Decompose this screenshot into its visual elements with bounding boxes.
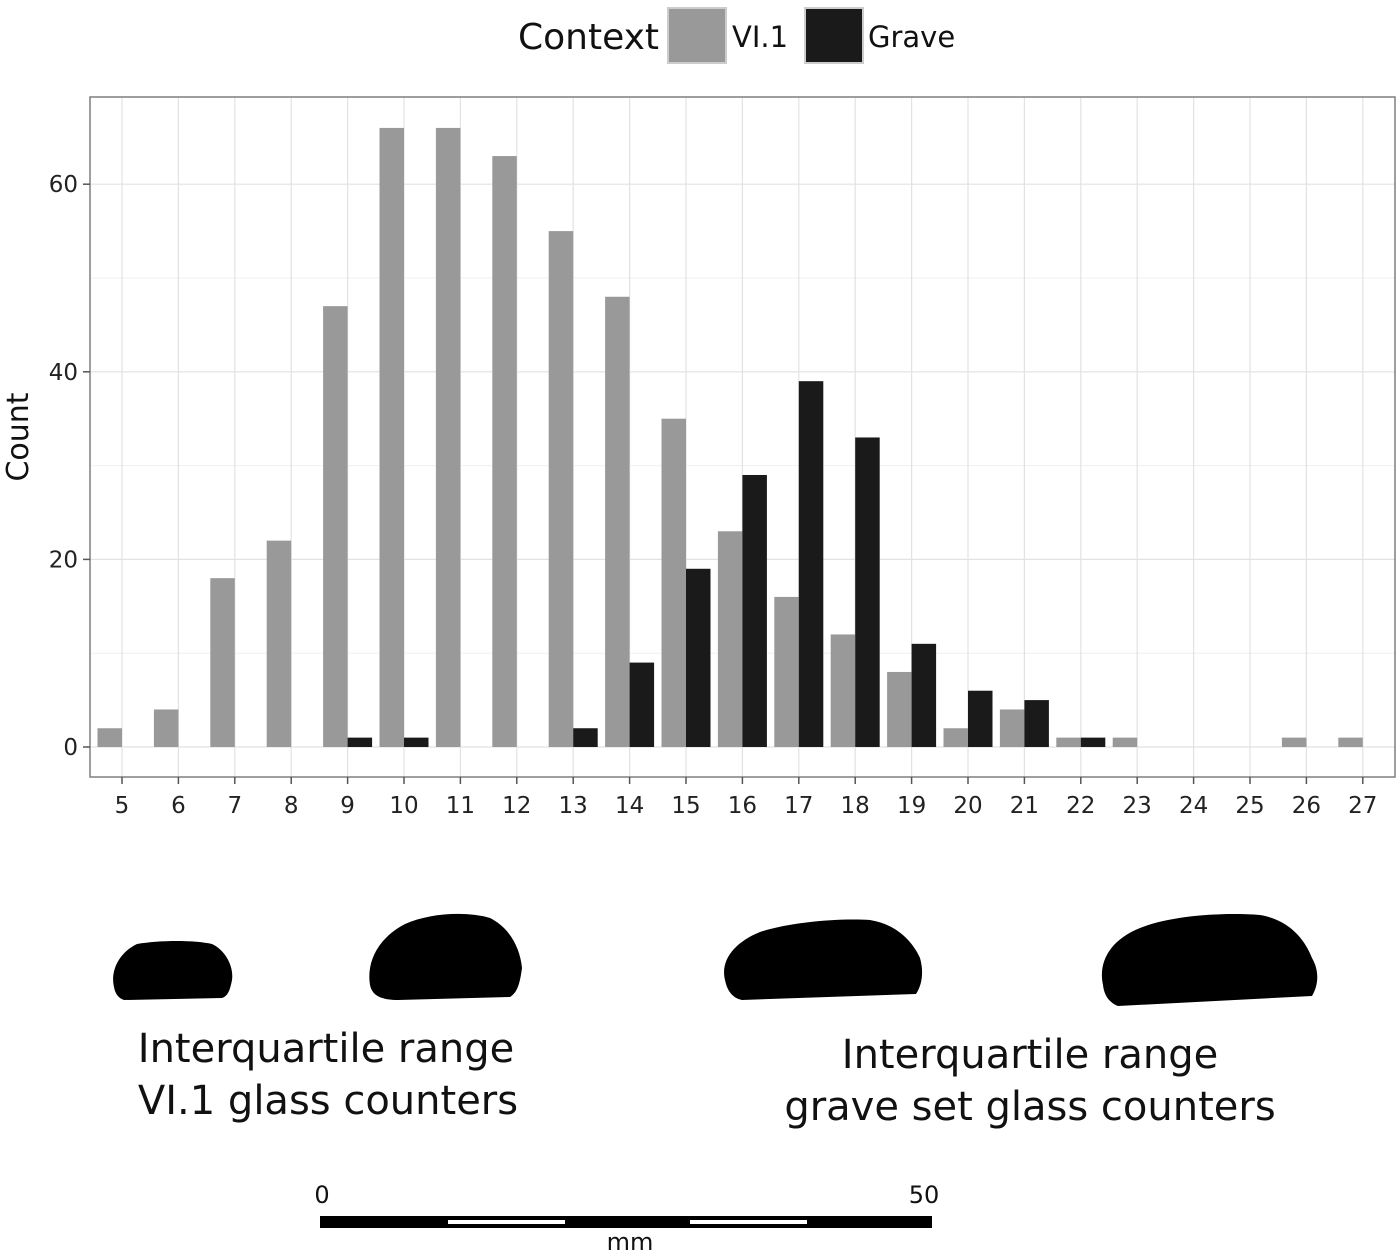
y-axis: 0 20 40 60 [49, 172, 90, 761]
bar-grave-16 [742, 474, 767, 747]
scale-bar-end-label: 50 [909, 1181, 940, 1209]
counter-silhouette-vi1-large [369, 913, 522, 1000]
caption-right: Interquartile range grave set glass coun… [784, 1032, 1275, 1130]
plot-panel: 5 6 7 8 9 10 11 12 13 14 15 16 17 18 19 20 21 22 23 24 25 26 2… [1, 96, 1396, 819]
caption-right-line2: grave set glass counters [784, 1084, 1275, 1130]
scale-bar-segment-light-1 [448, 1220, 565, 1224]
bar-vi1-22 [1056, 737, 1081, 747]
scale-bar-start-label: 0 [314, 1181, 329, 1209]
caption-right-line1: Interquartile range [842, 1032, 1218, 1078]
caption-left-line1: Interquartile range [138, 1026, 514, 1072]
x-tick-label: 16 [728, 793, 757, 819]
scale-bar-body [320, 1216, 932, 1228]
legend-title: Context [518, 17, 659, 58]
x-axis: 5 6 7 8 9 10 11 12 13 14 15 16 17 18 19 20 21 22 23 24 25 26 2… [115, 777, 1377, 819]
bar-grave-9 [347, 737, 373, 747]
bar-vi1-17 [774, 596, 799, 747]
x-tick-label: 13 [559, 793, 588, 819]
x-tick-label: 14 [615, 793, 644, 819]
y-tick-label: 60 [49, 172, 78, 198]
y-tick-label: 20 [49, 547, 78, 573]
bar-vi1-26 [1281, 737, 1307, 747]
x-tick-label: 25 [1235, 793, 1264, 819]
bar-grave-15 [686, 568, 711, 747]
bar-vi1-18 [830, 634, 856, 747]
x-tick-label: 19 [897, 793, 926, 819]
bar-vi1-20 [943, 728, 968, 747]
legend: Context VI.1 Grave [518, 7, 955, 64]
x-tick-label: 10 [389, 793, 418, 819]
bar-vi1-23 [1112, 737, 1138, 747]
x-tick-label: 11 [446, 793, 475, 819]
bar-vi1-13 [548, 231, 574, 748]
x-tick-label: 6 [171, 793, 186, 819]
x-tick-label: 8 [284, 793, 299, 819]
x-tick-label: 20 [953, 793, 982, 819]
bar-vi1-5 [97, 728, 122, 747]
bar-grave-14 [629, 662, 655, 747]
x-tick-label: 23 [1123, 793, 1152, 819]
bar-grave-22 [1080, 737, 1106, 747]
x-tick-label: 12 [502, 793, 531, 819]
bar-vi1-15 [661, 418, 686, 747]
x-tick-label: 18 [841, 793, 870, 819]
x-tick-label: 26 [1292, 793, 1321, 819]
scale-bar: 0 50 mm [314, 1181, 939, 1255]
bar-grave-10 [404, 737, 429, 747]
bar-vi1-11 [435, 127, 461, 748]
counter-silhouette-grave-small [724, 919, 923, 1000]
caption-left: Interquartile range VI.1 glass counters [138, 1026, 518, 1124]
x-tick-label: 9 [340, 793, 355, 819]
counter-silhouettes [113, 913, 1318, 1006]
scale-bar-segment-light-2 [690, 1220, 807, 1224]
x-tick-label: 7 [227, 793, 242, 819]
caption-left-line2: VI.1 glass counters [138, 1078, 518, 1124]
x-tick-label: 27 [1348, 793, 1377, 819]
counter-silhouette-grave-large [1101, 914, 1318, 1006]
bar-vi1-16 [717, 531, 743, 747]
counter-silhouette-vi1-small [113, 941, 233, 1000]
x-tick-label: 21 [1010, 793, 1039, 819]
bar-vi1-19 [887, 671, 912, 747]
bar-vi1-8 [266, 540, 292, 747]
legend-key-grave [804, 7, 864, 64]
bar-vi1-10 [379, 127, 404, 748]
y-axis-title: Count [1, 392, 36, 481]
bar-vi1-9 [323, 306, 348, 747]
legend-label-grave: Grave [868, 20, 955, 54]
x-tick-label: 5 [115, 793, 130, 819]
y-tick-label: 40 [49, 360, 78, 386]
bar-vi1-21 [999, 709, 1025, 747]
x-tick-label: 24 [1179, 793, 1208, 819]
bar-vi1-7 [210, 578, 235, 747]
bar-vi1-12 [492, 156, 517, 747]
bar-grave-18 [855, 437, 880, 747]
bar-vi1-27 [1338, 737, 1363, 747]
bar-grave-21 [1024, 700, 1049, 747]
legend-label-vi1: VI.1 [732, 20, 788, 54]
bar-vi1-14 [605, 296, 630, 747]
bars [97, 127, 1363, 748]
y-tick-label: 0 [63, 735, 78, 761]
bar-grave-20 [968, 690, 993, 747]
bar-grave-13 [573, 728, 598, 747]
x-tick-label: 22 [1066, 793, 1095, 819]
bar-grave-19 [911, 643, 937, 747]
bar-vi1-6 [153, 709, 179, 747]
bar-grave-17 [798, 381, 824, 747]
legend-key-vi1 [667, 7, 727, 64]
x-tick-label: 17 [784, 793, 813, 819]
x-tick-label: 15 [671, 793, 700, 819]
scale-bar-unit-label: mm [607, 1228, 654, 1255]
